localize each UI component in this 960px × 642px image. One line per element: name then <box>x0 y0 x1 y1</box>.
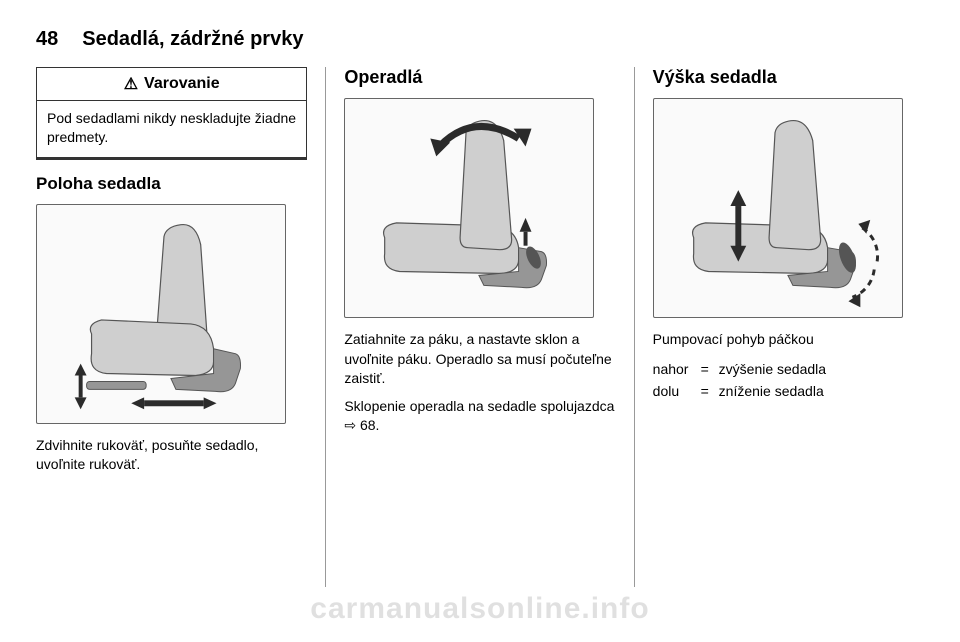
table-row: dolu = zníženie sedadla <box>653 380 924 402</box>
subheading-position: Poloha sedadla <box>36 174 307 194</box>
defn-eq: = <box>701 380 713 402</box>
page-header: 48 Sedadlá, zádržné prvky <box>36 28 924 51</box>
defn-term: dolu <box>653 380 695 402</box>
column-divider <box>634 67 635 587</box>
defn-desc: zníženie sedadla <box>719 380 824 402</box>
warning-box: ⚠ Varovanie Pod sedadlami nikdy neskladu… <box>36 67 307 160</box>
column-divider <box>325 67 326 587</box>
title-seat-height: Výška sedadla <box>653 67 924 88</box>
figure-backrest <box>344 98 594 318</box>
warning-icon: ⚠ <box>124 74 138 94</box>
reference-page: 68. <box>360 417 379 433</box>
figure-seat-height <box>653 98 903 318</box>
column-backrest: Operadlá <box>344 61 615 601</box>
caption-seat-height: Pumpovací pohyb páčkou <box>653 330 924 350</box>
warning-title: Varovanie <box>144 75 220 93</box>
defn-term: nahor <box>653 358 695 380</box>
page-number: 48 <box>36 28 58 51</box>
caption-seat-position: Zdvihnite rukoväť, posuňte sedadlo, uvoľ… <box>36 436 307 475</box>
chapter-title: Sedadlá, zádržné prvky <box>82 28 303 51</box>
warning-body-text: Pod sedadlami nikdy neskladujte žiadne p… <box>37 101 306 157</box>
defn-eq: = <box>701 358 713 380</box>
defn-desc: zvýšenie sedadla <box>719 358 826 380</box>
definition-table: nahor = zvýšenie sedadla dolu = zníženie… <box>653 358 924 403</box>
caption-backrest-2-text: Sklopenie operadla na sedadle spolujazdc… <box>344 398 614 414</box>
reference-arrow-icon: ⇨ <box>344 417 356 433</box>
column-seat-position: ⚠ Varovanie Pod sedadlami nikdy neskladu… <box>36 61 307 601</box>
caption-backrest-2: Sklopenie operadla na sedadle spolujazdc… <box>344 397 615 436</box>
column-seat-height: Výška sedadla <box>653 61 924 601</box>
figure-seat-position <box>36 204 286 424</box>
title-backrest: Operadlá <box>344 67 615 88</box>
caption-backrest-1: Zatiahnite za páku, a nastavte sklon a u… <box>344 330 615 389</box>
table-row: nahor = zvýšenie sedadla <box>653 358 924 380</box>
warning-header: ⚠ Varovanie <box>37 68 306 101</box>
